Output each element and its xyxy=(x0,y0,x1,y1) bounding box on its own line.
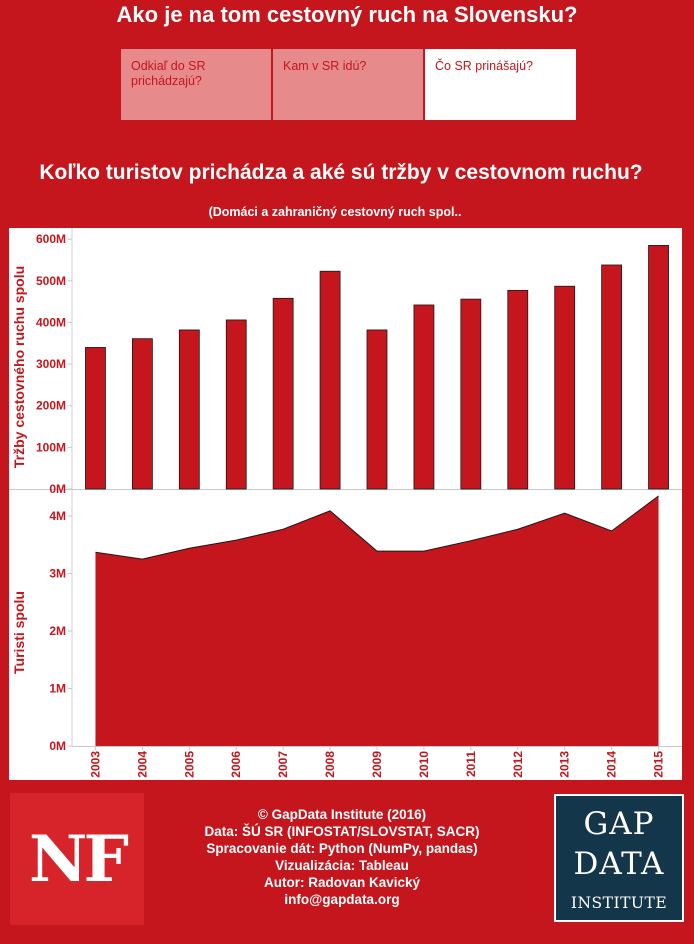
bar[interactable] xyxy=(366,329,388,490)
bar-ytick-label: 100M xyxy=(36,440,66,454)
chart-subtitle: (Domáci a zahraničný cestovný ruch spol.… xyxy=(208,205,462,219)
area-point[interactable] xyxy=(421,549,426,554)
bar-ytick-label: 500M xyxy=(36,274,66,288)
xtick-label: 2012 xyxy=(511,751,525,778)
gapdata-logo-line-3: INSTITUTE xyxy=(570,894,668,912)
page-title: Ako je na tom cestovný ruch na Slovensku… xyxy=(116,2,578,27)
bar-ytick-label: 200M xyxy=(36,399,66,413)
tab-origin[interactable]: Odkiaľ do SR prichádzajú? xyxy=(121,49,271,120)
bar[interactable] xyxy=(554,285,576,490)
area-point[interactable] xyxy=(609,528,614,533)
xtick-label: 2014 xyxy=(605,751,619,778)
area-line xyxy=(95,495,659,560)
bar[interactable] xyxy=(272,297,294,490)
area-point[interactable] xyxy=(656,493,661,498)
area-point[interactable] xyxy=(93,550,98,555)
area-point[interactable] xyxy=(562,511,567,516)
bar[interactable] xyxy=(507,289,529,490)
footer-line-copyright: © GapData Institute (2016) xyxy=(257,807,427,822)
gapdata-logo: GAP DATA INSTITUTE xyxy=(554,794,684,922)
xtick-label: 2009 xyxy=(370,751,384,778)
footer-line-email[interactable]: info@gapdata.org xyxy=(284,892,400,907)
bar[interactable] xyxy=(319,270,341,490)
area-point[interactable] xyxy=(281,527,286,532)
footer-line-visualization: Vizualizácia: Tableau xyxy=(275,858,409,873)
bar-ytick-label: 0M xyxy=(49,482,66,496)
bar-ytick-label: 400M xyxy=(36,315,66,329)
nf-logo: NF xyxy=(10,793,144,925)
area-ylabel: Turisti spolu xyxy=(11,591,27,674)
bar[interactable] xyxy=(413,304,435,490)
area-point[interactable] xyxy=(468,538,473,543)
bar[interactable] xyxy=(601,264,623,490)
area-ytick-label: 1M xyxy=(49,682,66,696)
gapdata-logo-line-2: DATA xyxy=(573,846,665,882)
gapdata-logo-line-1: GAP xyxy=(583,806,655,842)
bar[interactable] xyxy=(225,319,247,490)
area-point[interactable] xyxy=(187,546,192,551)
area-ytick-label: 0M xyxy=(49,739,66,753)
tab-revenue[interactable]: Čo SR prinášajú? xyxy=(425,49,576,120)
bar-ytick-label: 600M xyxy=(36,232,66,246)
bar-ylabel: Tržby cestovného ruchu spolu xyxy=(11,266,27,468)
bar[interactable] xyxy=(178,329,200,490)
bar[interactable] xyxy=(85,347,106,490)
chart-svg: 0M 100M 200M 300M 400M 500M 600M Tržby cestovné… xyxy=(9,228,682,778)
bar[interactable] xyxy=(460,298,482,490)
xtick-label: 2008 xyxy=(323,751,337,778)
xtick-label: 2007 xyxy=(276,751,290,778)
area-fill xyxy=(95,495,659,746)
area-point[interactable] xyxy=(328,508,333,513)
xtick-label: 2010 xyxy=(417,751,431,778)
area-point[interactable] xyxy=(515,527,520,532)
footer-line-processing: Spracovanie dát: Python (NumPy, pandas) xyxy=(206,841,478,856)
bar[interactable] xyxy=(131,338,153,490)
tab-bar: Odkiaľ do SR prichádzajú? Kam v SR idú? … xyxy=(121,49,576,120)
chart-title: Koľko turistov prichádza a aké sú tržby … xyxy=(39,161,643,184)
xtick-label: 2006 xyxy=(229,751,243,778)
xtick-label: 2015 xyxy=(652,751,666,778)
xtick-label: 2003 xyxy=(88,751,102,778)
xtick-label: 2013 xyxy=(558,751,572,778)
footer-line-data: Data: ŠÚ SR (INFOSTAT/SLOVSTAT, SACR) xyxy=(204,824,480,839)
footer-line-author: Autor: Radovan Kavický xyxy=(263,875,421,890)
area-ytick-label: 3M xyxy=(49,567,66,581)
footer-credits: © GapData Institute (2016) Data: ŠÚ SR (… xyxy=(160,806,524,908)
xtick-label: 2005 xyxy=(182,751,196,778)
tab-destination[interactable]: Kam v SR idú? xyxy=(273,49,423,120)
xtick-label: 2004 xyxy=(135,751,149,778)
area-point[interactable] xyxy=(140,557,145,562)
area-ytick-label: 2M xyxy=(49,624,66,638)
bar-ytick-label: 300M xyxy=(36,357,66,371)
area-ytick-label: 4M xyxy=(49,509,66,523)
area-point[interactable] xyxy=(375,549,380,554)
chart-panel: 0M 100M 200M 300M 400M 500M 600M Tržby cestovné… xyxy=(9,228,682,780)
area-point[interactable] xyxy=(234,538,239,543)
xtick-label: 2011 xyxy=(464,751,478,777)
bar[interactable] xyxy=(648,245,669,490)
